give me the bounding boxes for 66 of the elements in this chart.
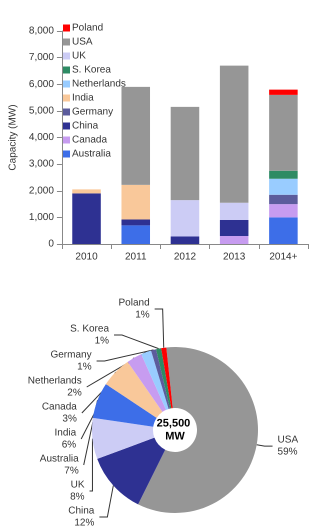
bar — [170, 236, 200, 244]
slice-label: China — [68, 506, 95, 516]
slice-label: USA — [278, 434, 298, 446]
bar — [121, 86, 150, 185]
legend-label: UK — [72, 50, 86, 62]
bar — [269, 204, 298, 218]
slice-label: Poland — [118, 298, 150, 308]
bar — [121, 225, 150, 244]
slice-label: Germany — [50, 350, 92, 360]
slice-label: Canada — [42, 402, 78, 412]
data-label: 1% — [135, 310, 150, 320]
y-tick-label: 6,000 — [28, 78, 54, 90]
x-tick-label: 2010 — [75, 252, 98, 262]
bar — [72, 193, 101, 244]
text: 25,500 MW — [156, 418, 194, 442]
data-label: 8% — [70, 492, 85, 502]
bar — [170, 200, 200, 237]
legend-label: India — [72, 92, 94, 104]
data-label: 6% — [62, 440, 76, 450]
legend-label: USA — [72, 36, 93, 48]
bar — [220, 236, 248, 244]
y-tick-label: 8,000 — [28, 26, 54, 36]
x-tick-label: 2014+ — [269, 252, 298, 262]
y-tick-label: 5,000 — [28, 105, 54, 116]
x-tick-label: 2012 — [174, 252, 197, 262]
y-axis-title: Capacity (MW) — [8, 104, 18, 171]
data-label: 12% — [74, 518, 94, 528]
x-tick-label: 2013 — [223, 252, 246, 262]
bar — [269, 194, 298, 204]
data-label: 1% — [77, 362, 92, 372]
y-tick-label: 7,000 — [28, 52, 54, 64]
y-tick-label: 3,000 — [28, 158, 54, 170]
legend-label: Australia — [72, 148, 112, 160]
y-tick-label: 2,000 — [28, 185, 54, 196]
legend-label: China — [72, 120, 99, 132]
data-label: 3% — [62, 414, 77, 424]
data-label: 7% — [64, 466, 79, 476]
bar — [220, 66, 248, 203]
bar — [269, 178, 298, 195]
legend-label: Canada — [72, 134, 108, 146]
bar — [220, 202, 248, 220]
x-tick-label: 2011 — [124, 252, 147, 262]
bar — [269, 170, 298, 179]
data-label: 59% — [278, 446, 298, 458]
bar — [269, 217, 298, 244]
legend-label: Netherlands — [72, 78, 126, 90]
bar — [269, 90, 298, 95]
data-label: 2% — [67, 388, 82, 398]
data-label: 1% — [94, 336, 110, 346]
legend-label: Germany — [72, 106, 114, 118]
slice-label: S. Korea — [70, 324, 110, 334]
bar — [121, 184, 150, 220]
y-tick-label: 4,000 — [28, 132, 54, 143]
slice-label: Australia — [40, 454, 80, 464]
y-tick-label: 1,000 — [28, 212, 54, 223]
slice-label: India — [54, 428, 77, 438]
legend-label: Poland — [72, 22, 104, 34]
bar — [121, 220, 150, 226]
bar — [170, 106, 200, 200]
legend-label: S. Korea — [72, 64, 112, 76]
bar — [72, 189, 101, 194]
bar — [220, 220, 248, 236]
slice-label: UK — [70, 480, 85, 490]
slice-label: Netherlands — [28, 376, 82, 386]
bar — [269, 94, 298, 171]
y-tick-label: 0 — [48, 238, 54, 250]
